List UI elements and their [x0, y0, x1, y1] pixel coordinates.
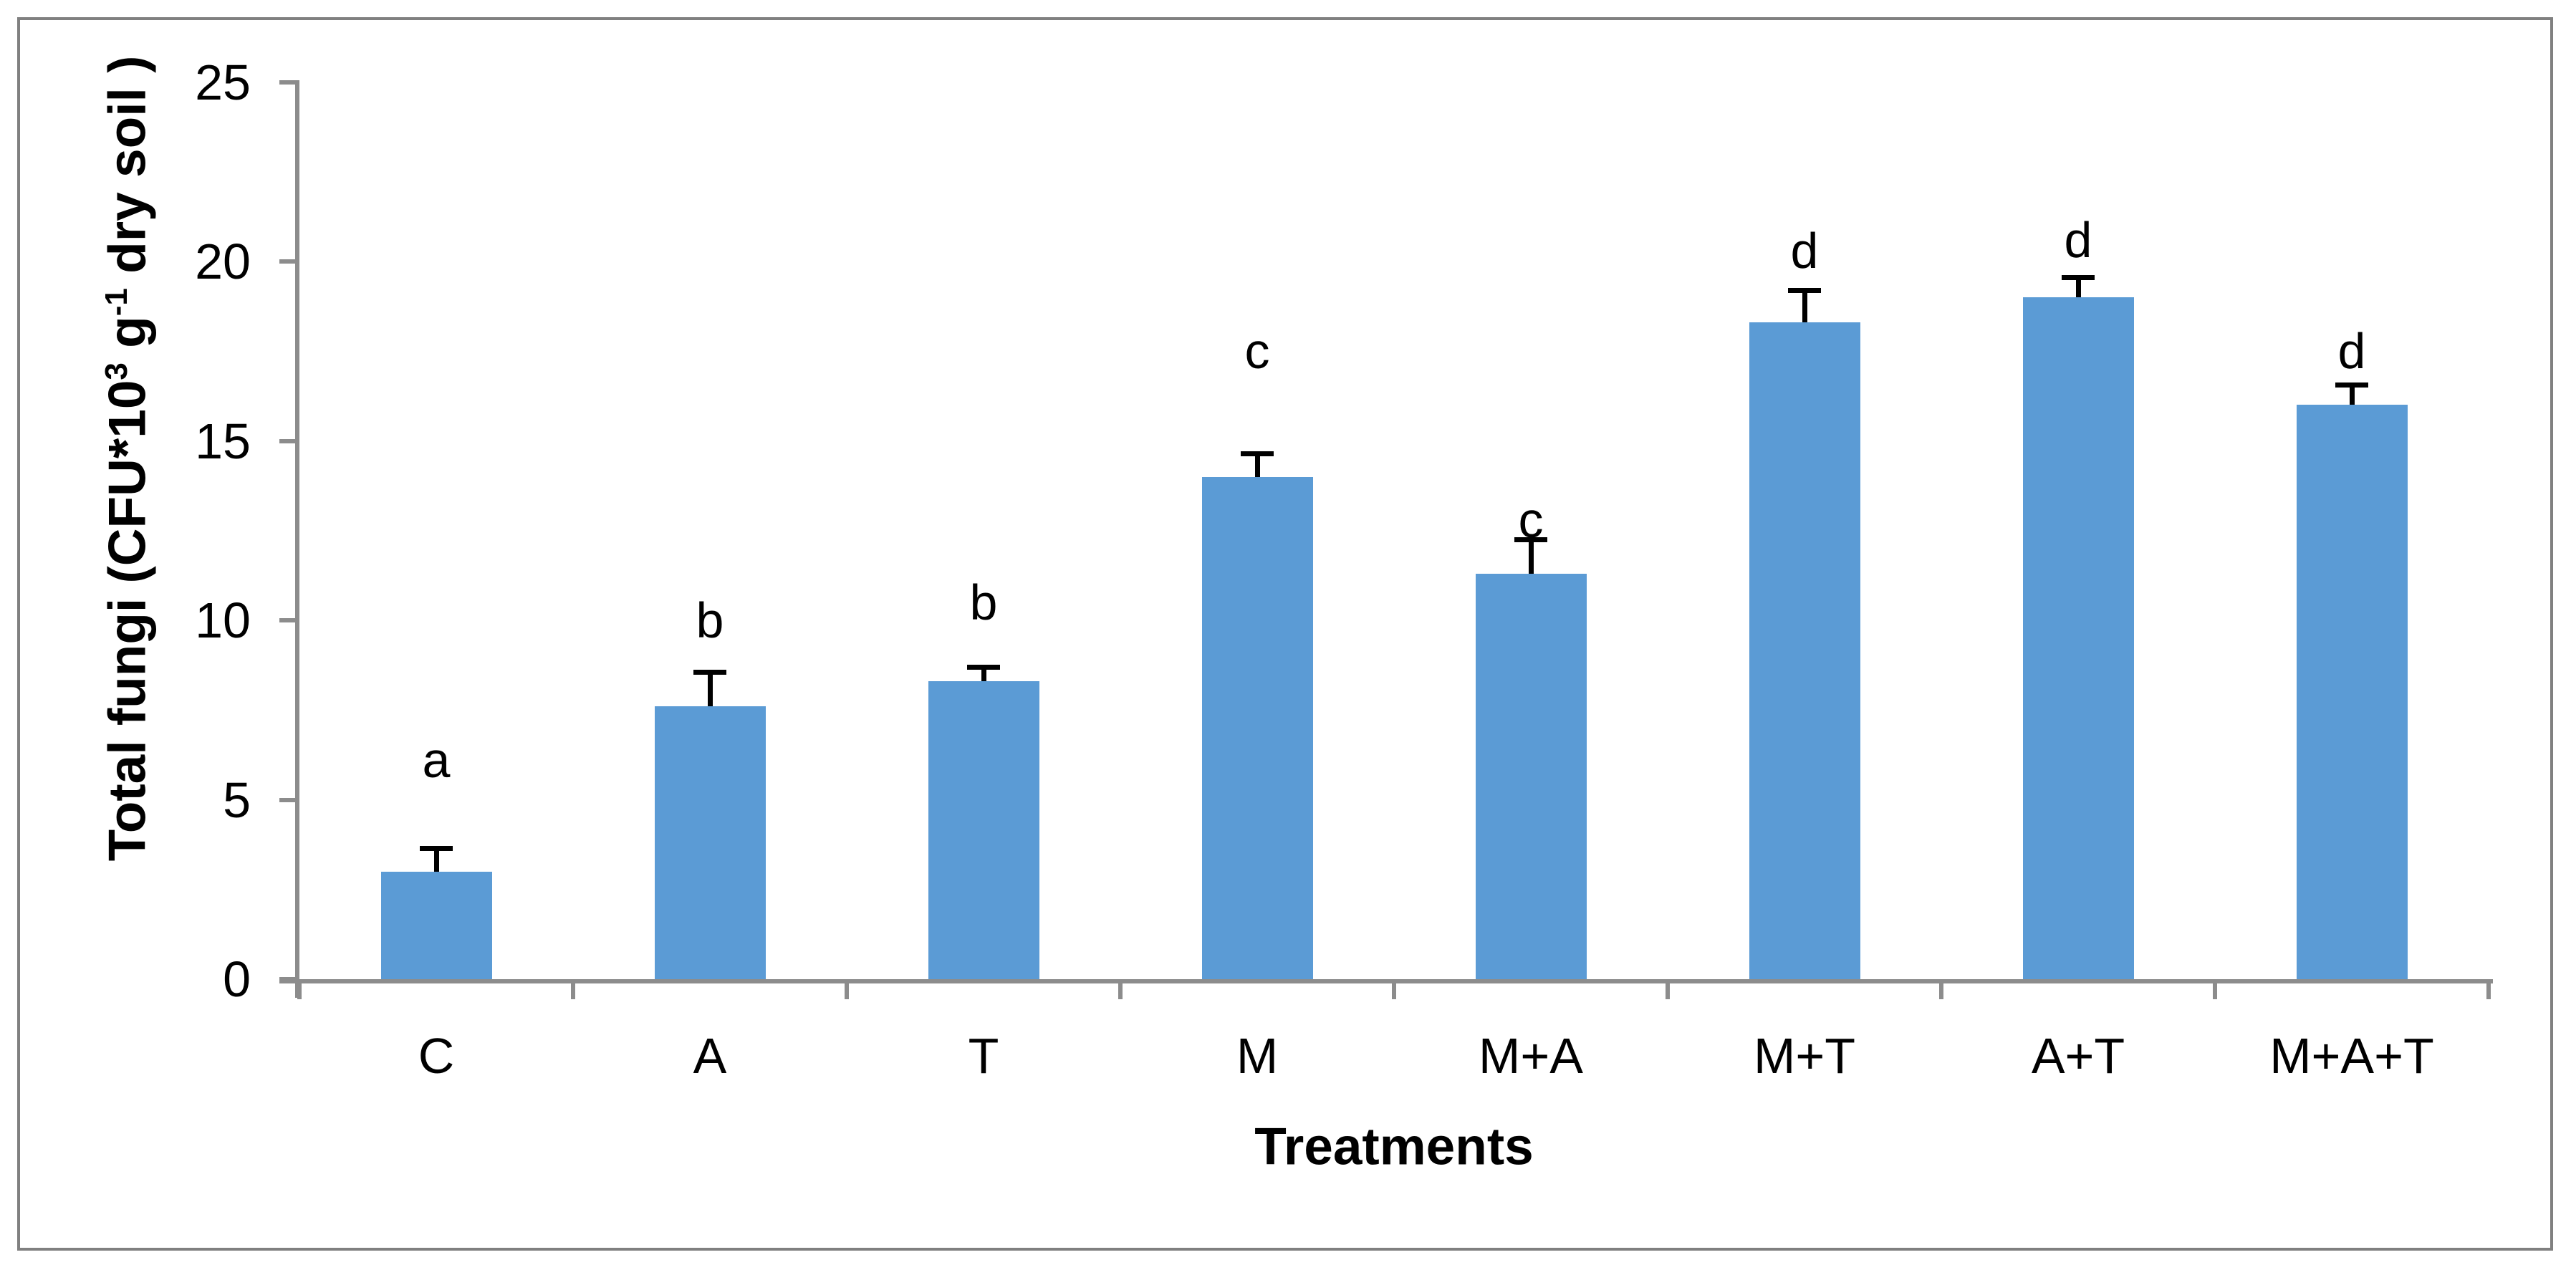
y-tick-label: 5 — [223, 771, 251, 828]
bar-M+T — [1749, 322, 1860, 979]
y-axis-title-superscript: 3 — [99, 362, 135, 380]
x-tick — [1118, 979, 1123, 999]
error-bar-whisker — [433, 850, 439, 872]
y-tick-label: 20 — [195, 234, 251, 289]
y-axis-title-part: g — [98, 316, 157, 363]
bar-C — [380, 871, 492, 979]
x-tick — [1666, 979, 1670, 999]
bar-A — [654, 706, 766, 979]
error-bar-whisker — [707, 674, 713, 707]
x-tick — [571, 979, 575, 999]
y-tick — [279, 618, 299, 622]
error-bar-cap — [1788, 287, 1821, 293]
error-bar-cap — [2335, 382, 2368, 388]
bar-M+A+T — [2296, 405, 2408, 979]
sig-letter: b — [696, 592, 724, 648]
error-bar-whisker — [2075, 279, 2081, 298]
error-bar-cap — [2062, 275, 2095, 281]
y-axis-title-superscript: -1 — [99, 288, 135, 317]
sig-letter: a — [422, 732, 451, 789]
error-bar-whisker — [1802, 292, 1807, 323]
bar-T — [928, 681, 1039, 979]
y-tick-label: 10 — [195, 592, 251, 648]
y-tick-label: 25 — [195, 54, 251, 110]
y-tick-label: 0 — [223, 951, 251, 1007]
bar-A+T — [2022, 297, 2134, 979]
sig-letter: d — [2064, 211, 2092, 268]
x-tick-label: T — [968, 1028, 999, 1084]
error-bar-cap — [967, 664, 1000, 670]
sig-letter: c — [1244, 323, 1270, 380]
x-axis-line — [279, 979, 2493, 983]
x-tick — [2213, 979, 2217, 999]
error-bar-cap — [1514, 537, 1547, 542]
error-bar-cap — [1241, 451, 1274, 456]
error-bar-cap — [420, 845, 453, 851]
x-tick — [845, 979, 849, 999]
x-tick-label: M+T — [1754, 1028, 1855, 1084]
y-tick — [279, 977, 299, 981]
y-axis-title-part: dry soil ) — [98, 55, 157, 289]
x-tick — [1392, 979, 1396, 999]
x-axis-title: Treatments — [1254, 1117, 1534, 1176]
sig-letter: b — [969, 574, 998, 630]
y-tick — [279, 80, 299, 85]
y-axis-line — [295, 82, 299, 998]
error-bar-whisker — [2349, 387, 2355, 405]
y-axis-title-part: Total fungi (CFU*10 — [98, 380, 157, 862]
error-bar-whisker — [1528, 541, 1534, 574]
sig-letter: d — [2337, 323, 2366, 380]
x-tick — [1939, 979, 1943, 999]
y-tick — [279, 259, 299, 264]
x-tick — [2486, 979, 2491, 999]
error-bar-whisker — [981, 668, 986, 682]
error-bar-cap — [693, 670, 726, 675]
x-tick-label: M — [1236, 1028, 1279, 1084]
y-tick-label: 15 — [195, 413, 251, 469]
x-tick-label: C — [418, 1028, 455, 1084]
y-tick — [279, 797, 299, 802]
x-tick — [297, 979, 302, 999]
sig-letter: d — [1790, 222, 1819, 279]
y-tick — [279, 438, 299, 443]
y-axis-title: Total fungi (CFU*103 g-1 dry soil ) — [98, 56, 158, 862]
x-tick-label: A — [693, 1028, 727, 1084]
error-bar-whisker — [1254, 455, 1260, 477]
x-tick-label: A+T — [2031, 1028, 2125, 1084]
sig-letter: c — [1518, 491, 1544, 548]
x-tick-label: M+A — [1479, 1028, 1583, 1084]
bar-M — [1201, 476, 1313, 979]
x-tick-label: M+A+T — [2269, 1028, 2434, 1084]
bar-M+A — [1475, 573, 1587, 979]
